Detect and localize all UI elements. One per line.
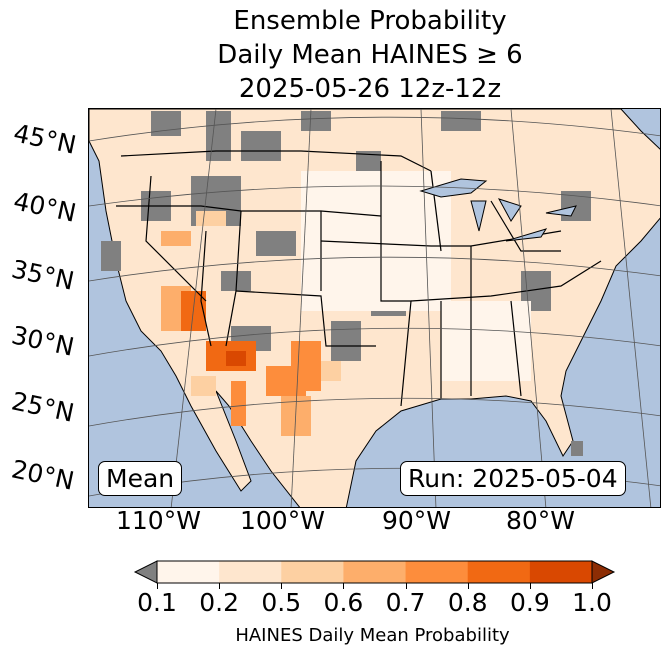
colorbar-segment <box>405 561 469 583</box>
colorbar-tick-label: 0.9 <box>509 588 550 617</box>
mean-label: Mean <box>98 461 183 496</box>
colorbar-tick <box>467 583 469 589</box>
colorbar-label: HAINES Daily Mean Probability <box>235 625 510 646</box>
colorbar-tick-label: 0.5 <box>261 588 302 617</box>
colorbar <box>133 560 616 584</box>
colorbar-tick <box>405 583 407 589</box>
lon-label-110: 110°W <box>116 506 201 535</box>
colorbar-tick-label: 0.7 <box>385 588 426 617</box>
colorbar-tick <box>281 583 283 589</box>
colorbar-tick <box>157 583 158 589</box>
title-line-2: Daily Mean HAINES ≥ 6 <box>217 40 523 70</box>
colorbar-segment <box>343 561 407 583</box>
colorbar-segment <box>219 561 282 583</box>
title-line-1: Ensemble Probability <box>233 6 507 36</box>
great-lakes <box>419 178 577 242</box>
colorbar-tick <box>219 583 221 589</box>
colorbar-tick <box>343 583 345 589</box>
map-svg <box>89 109 660 507</box>
run-label: Run: 2025-05-04 <box>400 461 626 496</box>
colorbar-segment <box>529 561 593 583</box>
colorbar-tick-label: 1.0 <box>572 588 612 617</box>
map-panel <box>88 108 661 508</box>
colorbar-under-triangle <box>133 560 158 584</box>
lon-label-100: 100°W <box>240 506 325 535</box>
title-line-3: 2025-05-26 12z-12z <box>238 74 502 104</box>
colorbar-over-triangle <box>591 560 616 584</box>
colorbar-segment <box>467 561 531 583</box>
colorbar-tick-label: 0.8 <box>447 588 488 617</box>
colorbar-segment <box>157 561 220 583</box>
colorbar-tick <box>529 583 531 589</box>
colorbar-tick-label: 0.1 <box>137 588 177 617</box>
colorbar-segment <box>281 561 344 583</box>
colorbar-tick-label: 0.2 <box>199 588 240 617</box>
lon-label-80: 80°W <box>506 506 576 535</box>
colorbar-tick <box>592 583 593 589</box>
colorbar-tick-label: 0.6 <box>323 588 364 617</box>
colorbar-frame <box>156 560 593 584</box>
lon-label-90: 90°W <box>382 506 452 535</box>
